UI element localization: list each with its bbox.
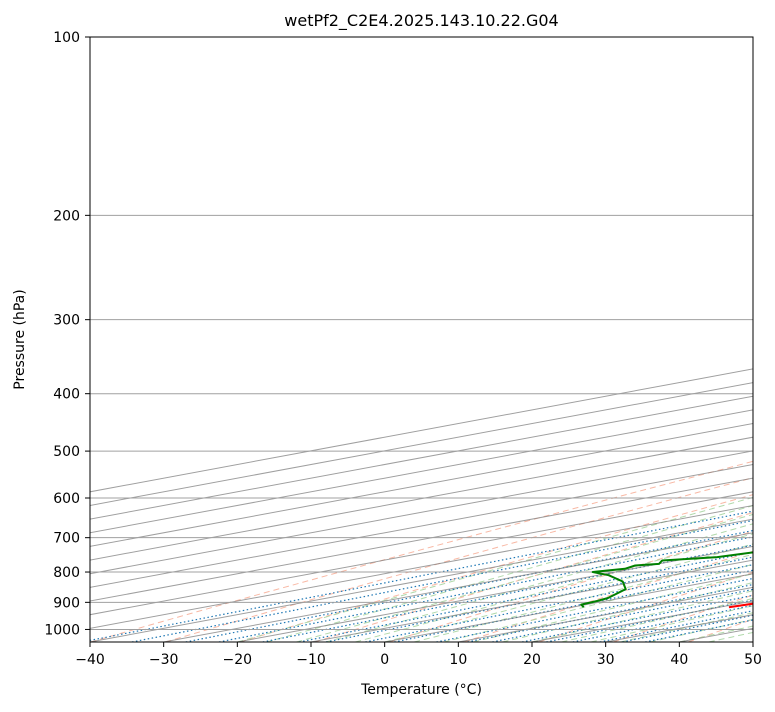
y-tick-label: 700 xyxy=(53,531,80,547)
y-tick-label: 500 xyxy=(53,444,80,460)
y-tick-label: 400 xyxy=(53,387,80,403)
y-tick-label: 800 xyxy=(53,565,80,581)
y-tick-label: 300 xyxy=(53,313,80,329)
y-axis-label: Pressure (hPa) xyxy=(12,289,28,389)
x-tick-label: 20 xyxy=(523,652,541,668)
x-tick-label: −40 xyxy=(75,652,105,668)
y-tick-label: 900 xyxy=(53,595,80,611)
y-tick-label: 100 xyxy=(53,30,80,46)
x-tick-label: 30 xyxy=(597,652,615,668)
x-tick-label: 50 xyxy=(744,652,762,668)
chart-title: wetPf2_C2E4.2025.143.10.22.G04 xyxy=(284,11,558,31)
x-tick-label: 0 xyxy=(380,652,389,668)
x-tick-label: 10 xyxy=(449,652,467,668)
x-tick-label: −20 xyxy=(223,652,253,668)
x-axis-label: Temperature (°C) xyxy=(360,682,482,698)
y-tick-label: 600 xyxy=(53,491,80,507)
x-tick-label: −30 xyxy=(149,652,179,668)
y-tick-label: 1000 xyxy=(44,622,80,638)
x-tick-label: 40 xyxy=(670,652,688,668)
y-tick-label: 200 xyxy=(53,208,80,224)
x-tick-label: −10 xyxy=(296,652,326,668)
